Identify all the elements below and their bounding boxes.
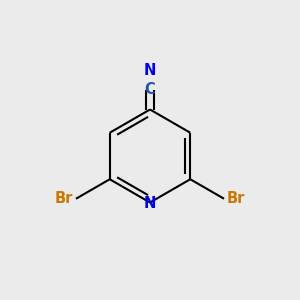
Text: C: C bbox=[145, 82, 155, 98]
Text: Br: Br bbox=[55, 191, 73, 206]
Text: Br: Br bbox=[227, 191, 245, 206]
Text: N: N bbox=[144, 63, 156, 78]
Text: N: N bbox=[144, 196, 156, 211]
